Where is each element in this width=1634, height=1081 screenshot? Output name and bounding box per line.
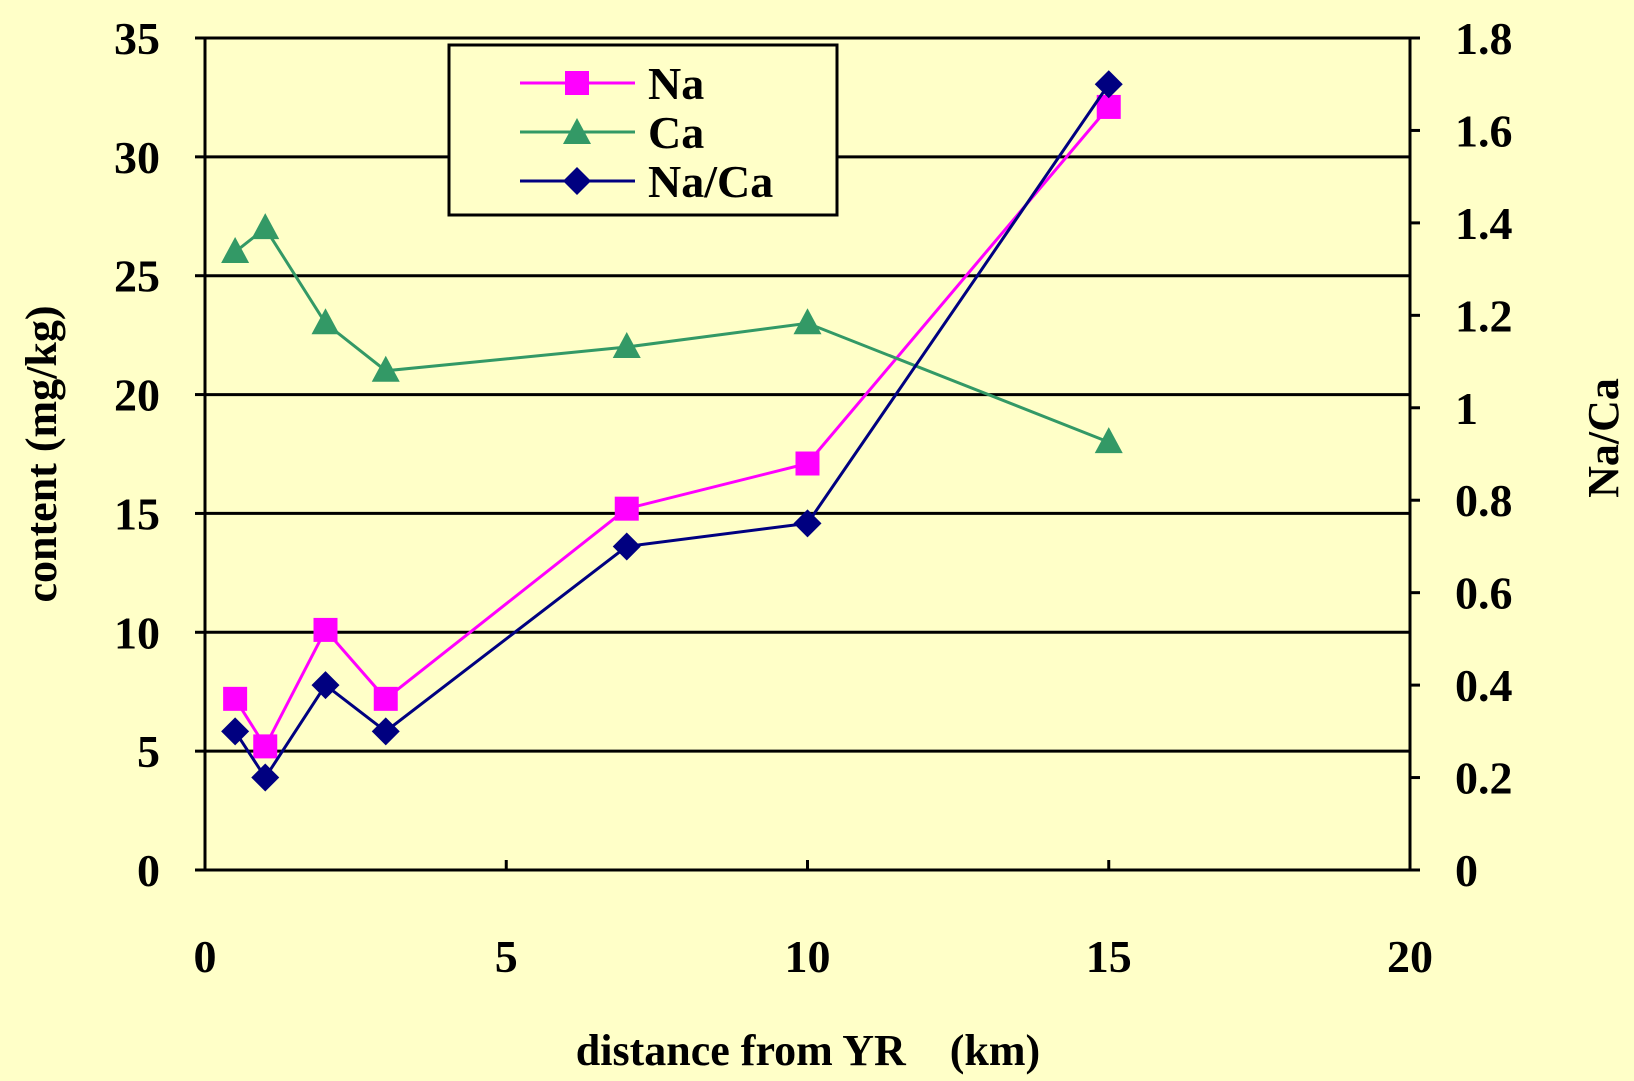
y2-tick-label-2: 0.4 xyxy=(1455,660,1513,711)
legend-label-na: Na xyxy=(648,58,704,109)
legend-box xyxy=(447,43,839,217)
y-tick-label-4: 20 xyxy=(114,370,160,421)
y-tick-label-7: 35 xyxy=(114,13,160,64)
legend: Na Ca Na/Ca xyxy=(447,43,839,217)
y-tick-label-3: 15 xyxy=(114,488,160,539)
data-point-na-0 xyxy=(223,686,248,711)
legend-label-naca: Na/Ca xyxy=(648,156,773,207)
data-point-na-2 xyxy=(313,617,338,642)
y2-tick-label-4: 0.8 xyxy=(1455,475,1513,526)
x-tick-label-1: 5 xyxy=(495,931,518,982)
data-point-ca-5 xyxy=(793,308,822,335)
x-tick-label-4: 20 xyxy=(1387,931,1433,982)
data-point-na-4 xyxy=(614,496,639,521)
legend-marker-naca xyxy=(563,167,591,195)
data-point-na-ca-1 xyxy=(251,763,280,792)
data-point-na-ca-3 xyxy=(371,717,400,746)
y2-tick-label-1: 0.2 xyxy=(1455,753,1513,804)
series-layer xyxy=(221,70,1123,792)
x-tick-label-0: 0 xyxy=(194,931,217,982)
y-axis-title: content (mg/kg) xyxy=(17,306,66,603)
legend-label-ca: Ca xyxy=(648,107,704,158)
data-point-na-1 xyxy=(253,734,278,759)
data-point-na-ca-0 xyxy=(221,717,250,746)
x-axis-title: distance from YR (km) xyxy=(576,1026,1040,1075)
data-point-ca-0 xyxy=(221,236,250,263)
legend-marker-na xyxy=(565,71,589,95)
y2-axis-title: Na/Ca xyxy=(1579,378,1628,498)
y-tick-label-0: 0 xyxy=(137,845,160,896)
data-point-na-6 xyxy=(1096,94,1121,119)
data-point-na-3 xyxy=(373,686,398,711)
y2-tick-label-3: 0.6 xyxy=(1455,568,1513,619)
y-tick-label-6: 30 xyxy=(114,132,160,183)
y-tick-label-5: 25 xyxy=(114,251,160,302)
y2-tick-label-9: 1.8 xyxy=(1455,13,1513,64)
data-point-ca-1 xyxy=(251,213,280,240)
y2-tick-label-6: 1.2 xyxy=(1455,290,1513,341)
y2-tick-label-5: 1 xyxy=(1455,383,1478,434)
y-tick-label-2: 10 xyxy=(114,607,160,658)
y2-tick-label-8: 1.6 xyxy=(1455,105,1513,156)
data-point-na-ca-4 xyxy=(612,532,641,561)
data-point-ca-6 xyxy=(1094,427,1123,454)
data-point-na-ca-5 xyxy=(793,509,822,538)
data-point-na-ca-6 xyxy=(1094,70,1123,99)
x-tick-label-2: 10 xyxy=(785,931,831,982)
y2-tick-label-0: 0 xyxy=(1455,845,1478,896)
x-tick-label-3: 15 xyxy=(1086,931,1132,982)
data-point-na-5 xyxy=(795,451,820,476)
y-tick-label-1: 5 xyxy=(137,726,160,777)
data-point-ca-4 xyxy=(612,332,641,359)
y2-tick-label-7: 1.4 xyxy=(1455,198,1513,249)
axes: 0 5 10 15 20 25 30 35 0 0.2 0.4 0.6 0.8 1 1.2 1.4 1.6 1.8… xyxy=(114,13,1513,982)
data-point-ca-3 xyxy=(371,355,400,382)
data-point-ca-2 xyxy=(311,308,340,335)
legend-marker-ca xyxy=(563,118,591,144)
data-point-na-ca-2 xyxy=(311,671,340,700)
